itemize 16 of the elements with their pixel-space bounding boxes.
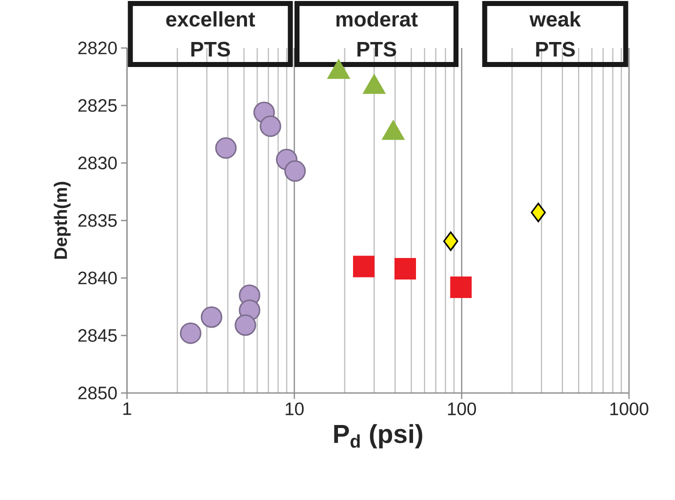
y-tick-label: 2830 — [78, 156, 117, 170]
y-tick-label: 2835 — [78, 214, 117, 227]
annotation: moderat PTS — [336, 11, 418, 57]
annotation: excellent PTS — [166, 11, 256, 57]
x-tick-label: 1 — [123, 402, 132, 415]
y-tick-label: 2850 — [78, 386, 117, 400]
x-axis-title: P$_{d}$ (psi) — [334, 424, 422, 448]
x-tick-label: 100 — [448, 402, 476, 416]
y-tick-label: 2845 — [78, 329, 117, 342]
y-tick-label: 2840 — [78, 272, 117, 284]
x-tick-label: 1000 — [610, 402, 648, 416]
x-tick-label: 10 — [286, 402, 304, 416]
y-tick-label: 2825 — [78, 99, 117, 112]
annotation: weak PTS — [529, 11, 581, 57]
y-axis-title: Depth(m) — [54, 182, 71, 259]
y-tick-label: 2820 — [78, 42, 117, 54]
